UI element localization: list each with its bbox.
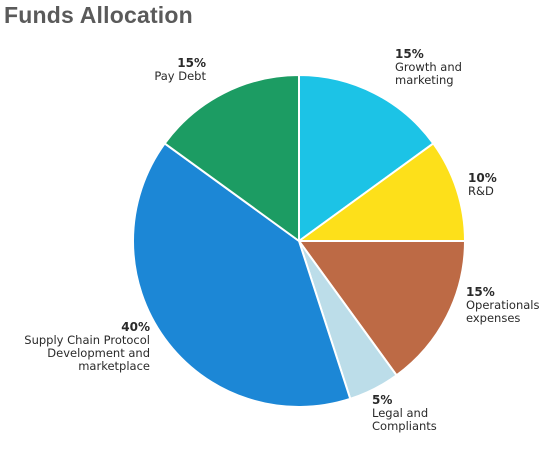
slice-value-label-supply-chain-protocol-development-and-marketplace: 40%	[121, 320, 150, 334]
pie-slice-r-d	[298, 142, 466, 242]
slice-value-label-r-d: 10%	[468, 171, 497, 185]
slice-label-operationals-expenses-line-1: Operationals	[466, 298, 539, 312]
pie-slice-operationals-expenses	[298, 240, 466, 377]
slice-label-pay-debt-line-1: Pay Debt	[154, 69, 206, 83]
pie-slice-pay-debt	[163, 74, 300, 242]
chart-title: Funds Allocation	[4, 2, 193, 28]
slice-label-legal-and-compliants-line-2: Compliants	[372, 419, 437, 433]
slice-label-supply-chain-protocol-development-and-marketplace-line-3: marketplace	[78, 359, 150, 373]
slice-value-label-legal-and-compliants: 5%	[372, 393, 392, 407]
slice-label-legal-and-compliants-line-1: Legal and	[372, 406, 428, 420]
slice-label-operationals-expenses-line-2: expenses	[466, 311, 520, 325]
slice-label-growth-and-marketing-line-2: marketing	[395, 73, 454, 87]
slice-label-growth-and-marketing-line-1: Growth and	[395, 60, 462, 74]
pie-slice-supply-chain-protocol-development-and-marketplace	[132, 142, 352, 409]
slice-value-label-pay-debt: 15%	[177, 56, 206, 70]
slice-label-supply-chain-protocol-development-and-marketplace-line-1: Supply Chain Protocol	[24, 333, 150, 347]
slice-value-label-growth-and-marketing: 15%	[395, 47, 424, 61]
slice-value-label-operationals-expenses: 15%	[466, 285, 495, 299]
pie-slice-growth-and-marketing	[298, 74, 435, 242]
slice-label-r-d-line-1: R&D	[468, 184, 494, 198]
slice-label-supply-chain-protocol-development-and-marketplace-line-2: Development and	[47, 346, 150, 360]
